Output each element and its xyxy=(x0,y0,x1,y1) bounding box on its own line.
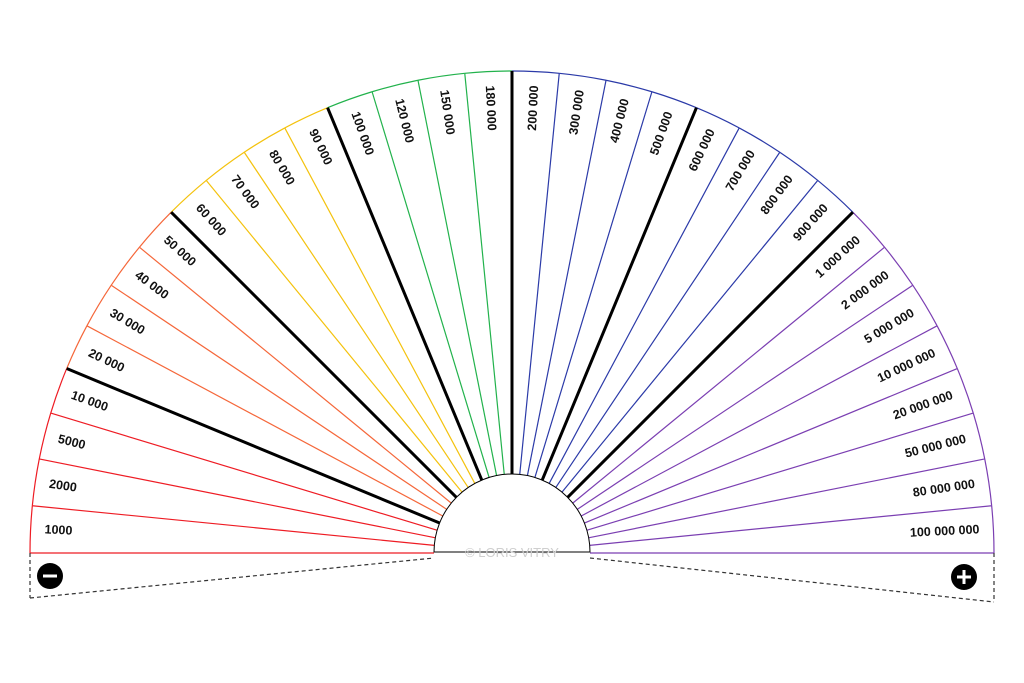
left-dashed-line-bottom xyxy=(29,557,435,599)
segment-arc xyxy=(956,368,974,414)
segment-line xyxy=(548,127,740,485)
plus-icon xyxy=(951,564,977,590)
segment-line xyxy=(526,80,607,477)
segment-line xyxy=(588,458,985,539)
segment-label: 2000 xyxy=(48,477,78,495)
segment-arc xyxy=(417,72,465,81)
segment-label: 30 000 xyxy=(107,306,147,338)
segment-arc xyxy=(991,505,995,554)
segment-line xyxy=(561,180,819,494)
segment-label: 800 000 xyxy=(758,172,796,217)
segment-label: 50 000 xyxy=(161,233,199,269)
segment-line xyxy=(371,91,490,479)
segment-label: 1000 xyxy=(44,522,73,537)
segment-lines xyxy=(29,70,995,554)
group-divider-line xyxy=(170,211,458,499)
segment-label: 80 000 xyxy=(266,148,298,188)
segment-arc xyxy=(66,325,88,369)
segment-arc xyxy=(559,72,607,81)
segment-label: 50 000 000 xyxy=(903,432,967,461)
segment-arc xyxy=(205,151,245,181)
segment-arc xyxy=(31,458,40,506)
segment-line xyxy=(110,284,448,511)
segment-arc xyxy=(243,127,286,153)
segment-label: 700 000 xyxy=(723,148,758,194)
minus-icon xyxy=(37,563,63,589)
segment-line xyxy=(139,246,453,504)
segment-arc xyxy=(284,107,328,129)
segment-label: 100 000 000 xyxy=(910,522,980,539)
segment-line xyxy=(519,73,560,476)
segment-arc xyxy=(29,505,33,554)
right-dashed-line-bottom xyxy=(589,557,995,603)
segment-arc xyxy=(464,70,513,74)
segment-arc xyxy=(912,284,938,327)
segment-label: 70 000 xyxy=(228,173,262,212)
segment-line xyxy=(583,367,958,524)
segment-arc xyxy=(38,412,52,460)
segment-line xyxy=(32,505,435,546)
segment-arc xyxy=(696,107,740,129)
segment-arc xyxy=(936,325,958,369)
segment-line xyxy=(554,151,781,489)
segment-label: 120 000 xyxy=(392,97,417,144)
segment-label: 10 000 000 xyxy=(875,346,938,385)
segment-line xyxy=(50,412,438,531)
segment-line xyxy=(589,505,992,546)
segment-label: 180 000 xyxy=(483,85,499,131)
segment-label: 600 000 xyxy=(686,127,718,174)
segment-line xyxy=(586,412,974,531)
segment-line xyxy=(205,180,463,494)
segment-arc xyxy=(371,79,419,93)
segment-label: 10 000 xyxy=(69,388,110,414)
segment-label: 90 000 xyxy=(306,127,335,168)
segment-arc xyxy=(972,412,986,460)
segment-line xyxy=(417,80,498,477)
segment-arc xyxy=(86,284,112,327)
segment-label: 1 000 000 xyxy=(812,233,863,281)
center-hub xyxy=(433,473,591,553)
segment-label: 300 000 xyxy=(566,89,586,136)
segment-label: 500 000 xyxy=(647,110,675,157)
segment-label: 80 000 000 xyxy=(912,477,976,500)
segment-label: 2 000 000 xyxy=(839,268,892,312)
segment-line xyxy=(571,246,885,504)
segment-arc xyxy=(984,458,993,506)
watermark-text: © LORIS VITRY xyxy=(465,545,559,560)
segment-label: 100 000 xyxy=(348,110,376,157)
segment-arc xyxy=(327,91,373,109)
group-divider-line xyxy=(326,107,484,482)
segment-label: 5000 xyxy=(57,432,87,452)
segment-label: 150 000 xyxy=(437,89,457,136)
group-divider-line xyxy=(566,211,854,499)
segment-arc xyxy=(651,91,697,109)
segment-line xyxy=(534,91,653,479)
group-divider-line xyxy=(540,107,698,482)
segment-arc xyxy=(605,79,653,93)
segment-line xyxy=(284,127,476,485)
segment-line xyxy=(464,73,505,476)
segment-label: 20 000 000 xyxy=(891,388,955,422)
segment-label: 200 000 xyxy=(525,85,541,131)
segment-label: 40 000 xyxy=(132,268,171,302)
segment-line xyxy=(576,284,914,511)
segment-line xyxy=(580,325,938,517)
segment-line xyxy=(39,458,436,539)
segment-line xyxy=(243,151,470,489)
segment-line xyxy=(86,325,444,517)
segment-arc xyxy=(511,70,560,74)
segment-arc xyxy=(110,246,140,286)
segment-arc xyxy=(50,368,68,414)
segment-label: 20 000 xyxy=(86,346,127,375)
group-divider-line xyxy=(66,367,441,525)
segment-label: 60 000 xyxy=(193,201,229,239)
segment-label: 5 000 000 xyxy=(862,306,917,347)
segment-label: 400 000 xyxy=(607,97,632,144)
